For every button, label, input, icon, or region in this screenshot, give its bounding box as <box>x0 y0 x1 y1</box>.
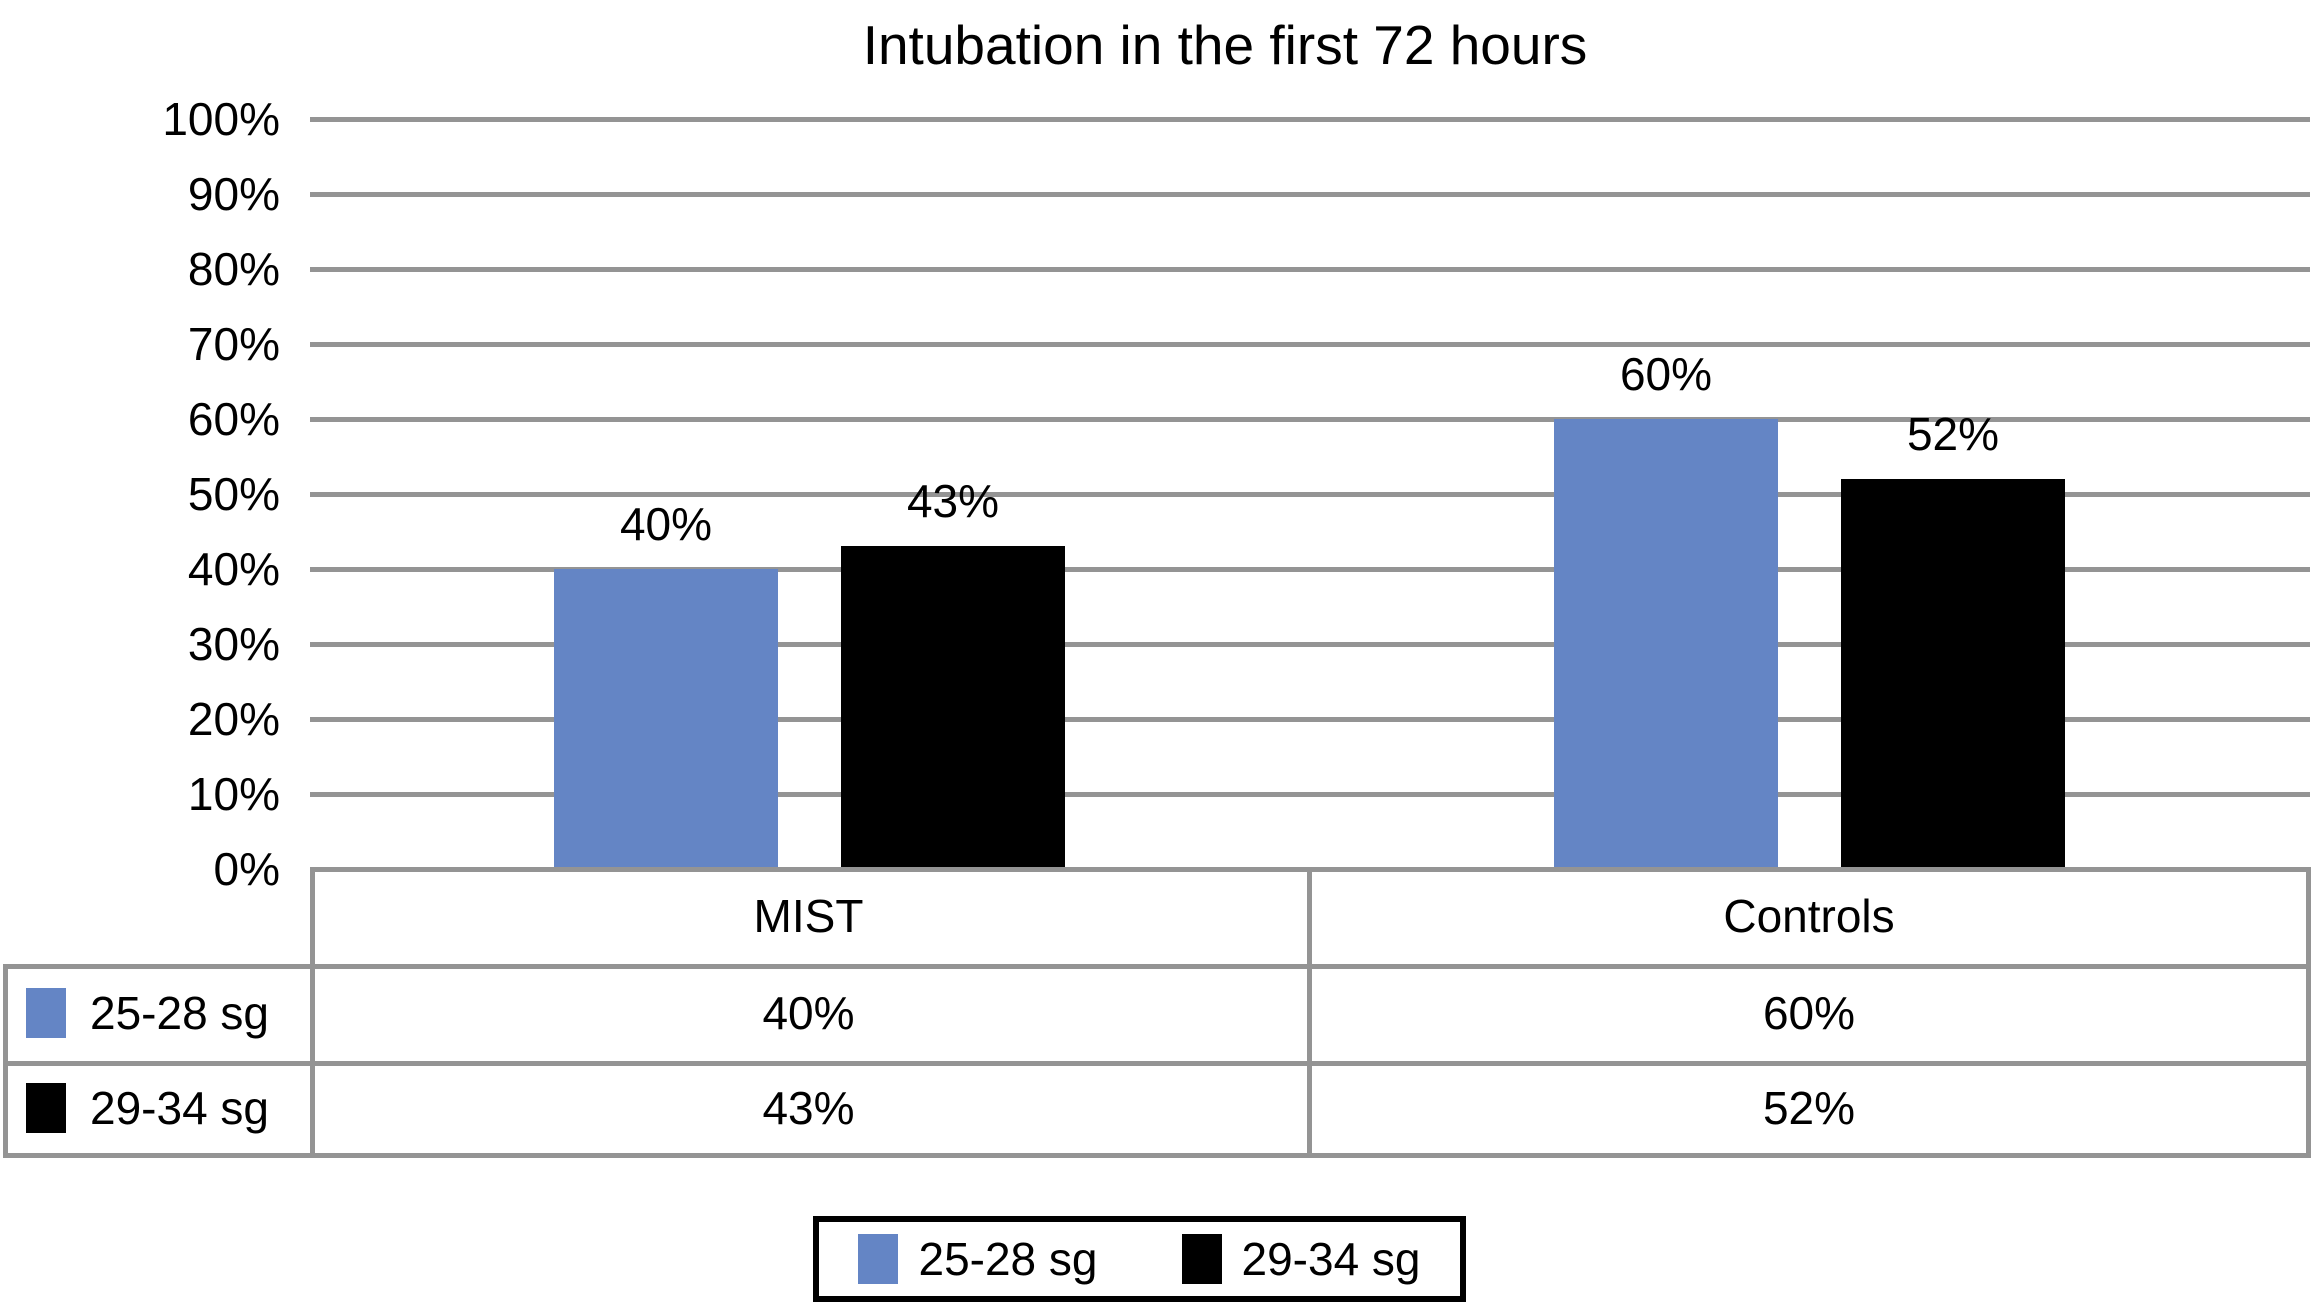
gridline <box>310 267 2310 272</box>
y-tick-label: 60% <box>187 393 280 445</box>
y-tick-label: 90% <box>187 168 280 220</box>
legend-label: 29-34 sg <box>1241 1233 1421 1285</box>
table-border-right <box>2306 867 2311 1158</box>
legend-swatch-blue-icon <box>858 1234 899 1284</box>
gridline <box>310 567 2310 572</box>
table-border-bottom <box>3 1153 2311 1158</box>
legend-item-29-34-sg: 29-34 sg <box>1181 1232 1421 1286</box>
bar-mist-25-28-sg <box>554 569 778 869</box>
gridline <box>310 792 2310 797</box>
bar-value-label: 52% <box>1906 408 2000 460</box>
y-tick-label: 30% <box>187 618 280 670</box>
table-border-row2 <box>3 1061 2311 1066</box>
table-value-mist-25-28: 40% <box>762 987 855 1039</box>
table-border-left <box>310 867 315 1158</box>
gridline <box>310 492 2310 497</box>
legend-swatch-black-icon <box>1181 1234 1222 1284</box>
table-value-mist-29-34: 43% <box>762 1081 855 1134</box>
table-border-middle <box>1307 867 1312 1158</box>
legend-item-25-28-sg: 25-28 sg <box>858 1232 1098 1286</box>
legend-label: 25-28 sg <box>918 1233 1098 1285</box>
y-tick-label: 10% <box>187 768 280 820</box>
y-tick-label: 100% <box>162 93 280 145</box>
bar-mist-29-34-sg <box>841 546 1065 869</box>
chart-title: Intubation in the first 72 hours <box>862 14 1588 76</box>
table-key-label: 25-28 sg <box>90 987 270 1039</box>
bar-controls-25-28-sg <box>1554 419 1778 869</box>
table-header-mist: MIST <box>753 890 864 942</box>
gridline <box>310 642 2310 647</box>
table-key-25-28-sg: 25-28 sg <box>8 969 307 1057</box>
bar-value-label: 60% <box>1619 348 1713 400</box>
bar-value-label: 43% <box>906 475 1000 527</box>
y-tick-label: 20% <box>187 693 280 745</box>
y-tick-label: 50% <box>187 468 280 520</box>
gridline <box>310 417 2310 422</box>
bar-controls-29-34-sg <box>1841 479 2065 869</box>
y-tick-label: 80% <box>187 243 280 295</box>
y-tick-label: 0% <box>213 843 280 895</box>
gridline <box>310 342 2310 347</box>
bar-value-label: 40% <box>619 498 713 550</box>
legend: 25-28 sg 29-34 sg <box>813 1216 1466 1302</box>
table-key-29-34-sg: 29-34 sg <box>8 1066 307 1149</box>
table-header-controls: Controls <box>1723 890 1895 942</box>
gridline <box>310 717 2310 722</box>
table-border-row1 <box>3 964 2311 969</box>
table-border-key-left <box>3 964 8 1158</box>
series-swatch-black-icon <box>26 1082 66 1133</box>
table-value-controls-29-34: 52% <box>1762 1081 1856 1134</box>
table-value-controls-25-28: 60% <box>1762 987 1856 1039</box>
y-tick-label: 70% <box>187 318 280 370</box>
gridline <box>310 117 2310 122</box>
y-tick-label: 40% <box>187 543 280 595</box>
series-swatch-blue-icon <box>26 988 66 1038</box>
table-key-label: 29-34 sg <box>90 1081 270 1134</box>
gridline <box>310 192 2310 197</box>
